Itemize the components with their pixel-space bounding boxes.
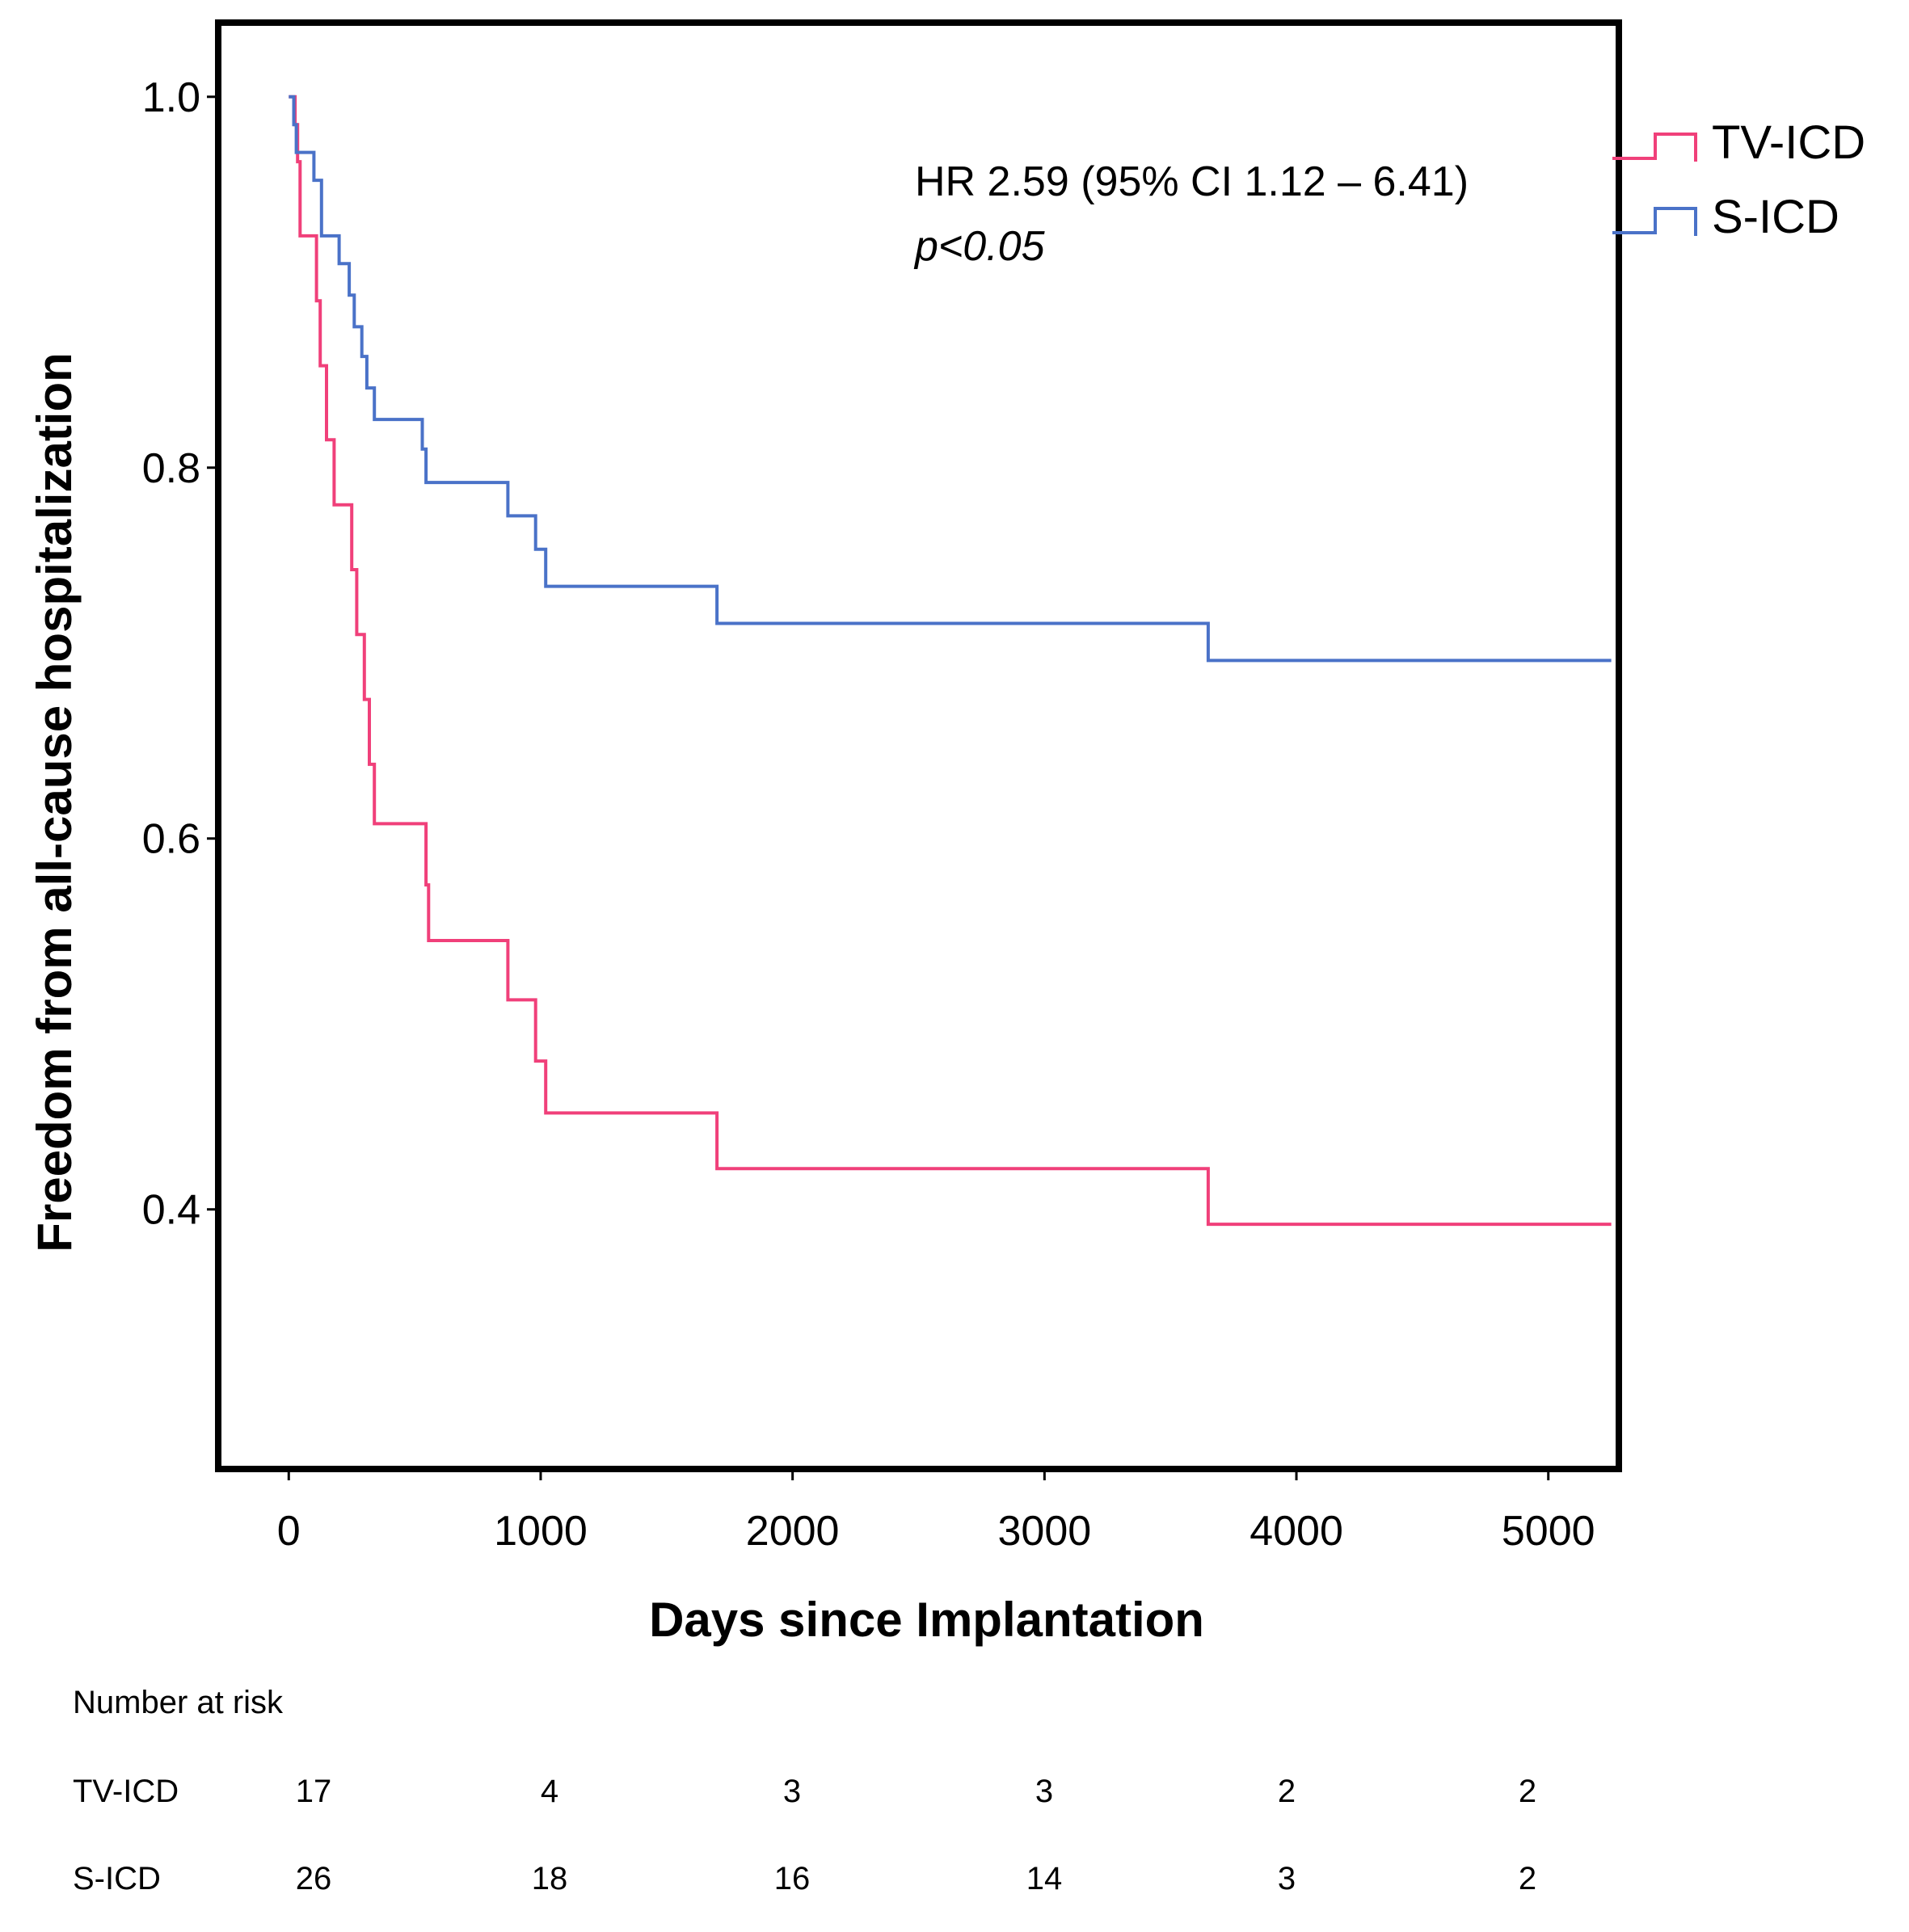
risk-count-cell: 2	[1519, 1774, 1536, 1809]
x-tick-label: 1000	[494, 1508, 588, 1555]
y-tick-label: 0.4	[142, 1187, 200, 1234]
x-tick-label: 2000	[746, 1508, 840, 1555]
x-axis: 0 1000 2000 3000 4000 5000	[277, 1469, 1595, 1555]
risk-count-cell: 3	[1035, 1774, 1053, 1809]
legend-label-s-icd: S-ICD	[1712, 191, 1839, 243]
x-tick-label: 3000	[998, 1508, 1092, 1555]
risk-table-heading: Number at risk	[73, 1685, 284, 1720]
x-tick-label: 5000	[1502, 1508, 1595, 1555]
number-at-risk-table: Number at risk TV-ICD 17 4 3 3 2 2 S-ICD 26 18 16 14…	[73, 1685, 1536, 1896]
series-line-tv-icd	[289, 95, 1612, 1227]
y-tick-label: 1.0	[142, 74, 200, 121]
plot-frame	[215, 19, 1622, 1472]
risk-count-cell: 14	[1026, 1861, 1063, 1896]
risk-count-cell: 3	[1278, 1861, 1296, 1896]
p-value-annotation: p<0.05	[913, 223, 1046, 270]
risk-count-cell: 2	[1278, 1774, 1296, 1809]
survival-curves	[289, 95, 1612, 1227]
y-tick-label: 0.8	[142, 445, 200, 492]
risk-row-label: S-ICD	[73, 1861, 161, 1896]
risk-count-cell: 4	[541, 1774, 558, 1809]
legend-swatch-s-icd	[1612, 207, 1697, 236]
y-tick-label: 0.6	[142, 816, 200, 863]
risk-count-cell: 2	[1519, 1861, 1536, 1896]
x-tick-label: 0	[277, 1508, 301, 1555]
risk-count-cell: 17	[296, 1774, 332, 1809]
legend-label-tv-icd: TV-ICD	[1712, 116, 1865, 169]
y-axis: 0.4 0.6 0.8 1.0	[142, 74, 218, 1234]
x-tick-label: 4000	[1249, 1508, 1343, 1555]
risk-count-cell: 26	[296, 1861, 332, 1896]
risk-count-cell: 18	[532, 1861, 568, 1896]
y-axis-title: Freedom from all-cause hospitalization	[27, 352, 82, 1252]
x-axis-title: Days since Implantation	[649, 1593, 1204, 1647]
legend-swatch-tv-icd	[1612, 133, 1697, 162]
hazard-ratio-annotation: HR 2.59 (95% CI 1.12 – 6.41)	[915, 158, 1469, 205]
series-line-s-icd	[289, 95, 1612, 663]
risk-row-label: TV-ICD	[73, 1774, 179, 1809]
risk-count-cell: 3	[783, 1774, 801, 1809]
legend: TV-ICD S-ICD	[1612, 116, 1865, 243]
risk-count-cell: 16	[774, 1861, 811, 1896]
